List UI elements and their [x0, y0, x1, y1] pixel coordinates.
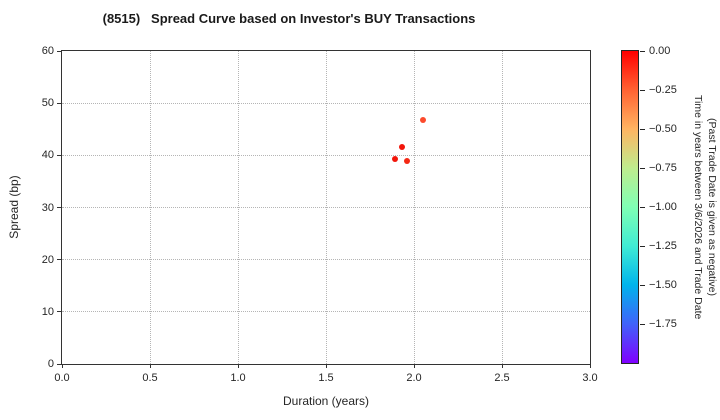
- scatter-point: [419, 116, 426, 123]
- colorbar-label-line1: Time in years between 3/6/2026 and Trade…: [692, 94, 704, 320]
- x-tick-mark: [325, 364, 327, 368]
- y-tick-mark: [57, 363, 61, 365]
- colorbar: 0.00 −0.25 −0.50 −0.75 −1.00 −1.25 −1.50 −1.75: [621, 45, 677, 364]
- x-tick-mark: [237, 364, 239, 368]
- x-tick-mark: [589, 364, 591, 368]
- scatter-point: [403, 158, 410, 165]
- x-tick-label: 0.0: [54, 372, 70, 384]
- gridline-horizontal: [62, 102, 590, 104]
- y-tick-label: 10: [41, 305, 54, 318]
- y-tick-label: 0: [47, 358, 54, 370]
- colorbar-gradient: [622, 51, 638, 363]
- x-tick-label: 2.5: [494, 372, 510, 384]
- colorbar-tick-mark: [640, 284, 645, 286]
- x-tick-label: 1.5: [318, 372, 334, 384]
- y-tick-mark: [57, 50, 61, 52]
- colorbar-tick-mark: [640, 89, 645, 91]
- colorbar-tick-label: −1.50: [649, 279, 677, 291]
- x-tick-label: 0.5: [142, 372, 158, 384]
- y-tick-label: 40: [41, 149, 54, 162]
- y-tick-mark: [57, 207, 61, 208]
- x-axis-label: Duration (years): [282, 394, 370, 408]
- x-tick-mark: [501, 364, 503, 368]
- colorbar-tick-label: −0.50: [649, 123, 677, 135]
- x-tick-mark: [149, 364, 151, 368]
- y-tick-label: 50: [41, 97, 54, 110]
- y-tick-mark: [57, 259, 61, 261]
- y-tick-mark: [57, 102, 61, 104]
- colorbar-tick-label: −0.75: [649, 162, 677, 174]
- x-tick-mark: [61, 364, 63, 368]
- colorbar-tick-label: −0.25: [649, 84, 677, 96]
- y-tick-mark: [57, 311, 61, 313]
- colorbar-tick-label: −1.25: [649, 240, 677, 252]
- colorbar-tick-label: −1.75: [649, 318, 677, 330]
- colorbar-axis-label: Time in years between 3/6/2026 and Trade…: [691, 50, 719, 364]
- x-tick-label: 1.0: [230, 372, 246, 384]
- y-tick-label: 60: [41, 45, 54, 57]
- colorbar-label-line2: (Past Trade Date is given as negative): [706, 117, 718, 296]
- colorbar-tick-mark: [640, 128, 645, 130]
- gridline-horizontal: [62, 154, 590, 156]
- colorbar-tick-mark: [640, 167, 645, 169]
- colorbar-tick-mark: [640, 323, 645, 325]
- gridline-horizontal: [62, 207, 590, 208]
- x-tick-mark: [413, 364, 415, 368]
- y-tick-label: 30: [41, 201, 54, 214]
- scatter-point: [398, 143, 405, 150]
- x-tick-label: 3.0: [582, 372, 598, 384]
- y-tick-mark: [57, 154, 61, 156]
- colorbar-tick-label: 0.00: [649, 45, 671, 57]
- scatter-point: [391, 155, 398, 162]
- gridline-horizontal: [62, 311, 590, 313]
- colorbar-tick-mark: [640, 51, 645, 52]
- colorbar-tick-label: −1.00: [649, 201, 677, 213]
- y-tick-label: 20: [41, 253, 54, 266]
- colorbar-tick-mark: [640, 206, 645, 208]
- gridline-horizontal: [62, 259, 590, 261]
- plot-area: Duration (years) 0.0 0.5 1.0 1.5 2.0 2.5 3.0 0 1…: [42, 45, 598, 408]
- colorbar-tick-mark: [640, 245, 645, 247]
- chart-title: (8515) Spread Curve based on Investor's …: [102, 11, 476, 26]
- y-axis-label: Spread (bp): [7, 175, 21, 239]
- x-tick-label: 2.0: [406, 372, 422, 384]
